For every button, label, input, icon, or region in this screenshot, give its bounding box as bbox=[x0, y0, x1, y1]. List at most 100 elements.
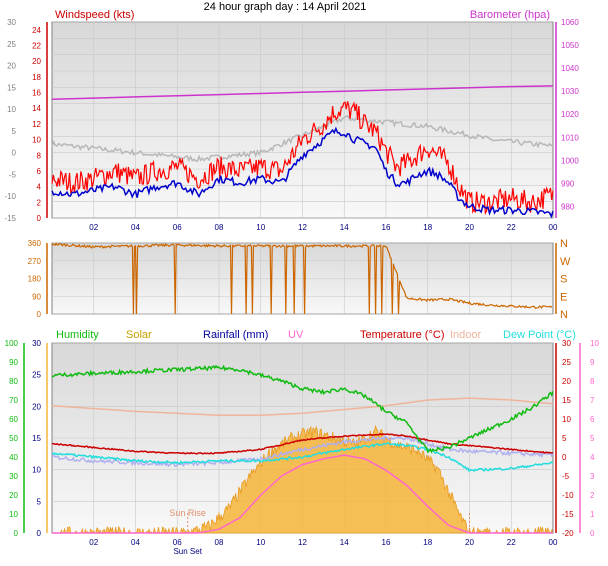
wind-outer-y-tick: 0 bbox=[12, 149, 17, 158]
climate-x-tick: 12 bbox=[298, 538, 307, 547]
uv-y-tick: 4 bbox=[590, 453, 595, 462]
direction-y-tick: 180 bbox=[28, 275, 42, 284]
baro-y-tick: 1040 bbox=[561, 64, 579, 73]
solar-y-tick: 30 bbox=[32, 339, 41, 348]
baro-y-tick: 1050 bbox=[561, 41, 579, 50]
direction-y-tick: 90 bbox=[32, 292, 41, 301]
indoor-line bbox=[51, 397, 554, 416]
humidity-y-tick: 50 bbox=[9, 434, 18, 443]
uv-y-tick: 0 bbox=[590, 529, 595, 538]
wind-y-tick: 6 bbox=[37, 167, 42, 176]
wind-y-tick: 20 bbox=[32, 57, 41, 66]
temperature-y-tick: -10 bbox=[562, 491, 574, 500]
wind-x-tick: 20 bbox=[465, 223, 474, 232]
wind-outer-y-tick: 10 bbox=[7, 105, 16, 114]
wind-y-tick: 2 bbox=[37, 198, 42, 207]
sunrise-label: Sun Rise bbox=[169, 508, 206, 518]
temperature-y-tick: 20 bbox=[562, 377, 571, 386]
temperature-y-tick: 15 bbox=[562, 396, 571, 405]
windgust-line bbox=[51, 101, 554, 216]
legend-entry: Humidity bbox=[56, 329, 99, 341]
chart-title: 24 hour graph day : 14 April 2021 bbox=[204, 1, 367, 13]
wind-x-tick: 04 bbox=[131, 223, 140, 232]
humidity-line bbox=[51, 364, 554, 454]
wind-x-tick: 18 bbox=[423, 223, 432, 232]
wind-y-tick: 0 bbox=[37, 214, 42, 223]
uv-y-tick: 5 bbox=[590, 434, 595, 443]
wind-outer-y-tick: 20 bbox=[7, 62, 16, 71]
legend-entry: Rainfall (mm) bbox=[203, 329, 268, 341]
baro-y-tick: 1030 bbox=[561, 87, 579, 96]
wind-x-tick: 14 bbox=[340, 223, 349, 232]
wind-y-tick: 24 bbox=[32, 26, 41, 35]
wind-y-tick: 22 bbox=[32, 42, 41, 51]
lavender-series-line bbox=[51, 434, 554, 468]
wind-outer-y-tick: -10 bbox=[4, 192, 16, 201]
uv-y-tick: 8 bbox=[590, 377, 595, 386]
solar-y-tick: 5 bbox=[37, 497, 42, 506]
humidity-y-tick: 40 bbox=[9, 453, 18, 462]
wind-y-tick: 8 bbox=[37, 151, 42, 160]
humidity-y-tick: 90 bbox=[9, 358, 18, 367]
sunset-label: Sun Set bbox=[173, 547, 202, 556]
climate-x-tick: 02 bbox=[89, 538, 98, 547]
humidity-y-tick: 30 bbox=[9, 472, 18, 481]
compass-tick: W bbox=[560, 256, 571, 268]
climate-x-tick: 14 bbox=[340, 538, 349, 547]
temperature-y-tick: -20 bbox=[562, 529, 574, 538]
climate-x-tick: 22 bbox=[507, 538, 516, 547]
wind-x-tick: 22 bbox=[507, 223, 516, 232]
baro-y-tick: 1010 bbox=[561, 133, 579, 142]
climate-x-tick: 16 bbox=[382, 538, 391, 547]
solar-y-tick: 25 bbox=[32, 371, 41, 380]
barometer-line bbox=[51, 85, 554, 100]
climate-x-tick: 10 bbox=[256, 538, 265, 547]
climate-x-tick: 04 bbox=[131, 538, 140, 547]
temperature-y-tick: 30 bbox=[562, 339, 571, 348]
compass-tick: E bbox=[560, 291, 567, 303]
wind-x-tick: 12 bbox=[298, 223, 307, 232]
temperature-y-tick: 10 bbox=[562, 415, 571, 424]
direction-y-tick: 270 bbox=[28, 257, 42, 266]
wind-outer-y-tick: 5 bbox=[12, 127, 17, 136]
humidity-y-tick: 0 bbox=[14, 529, 19, 538]
wind-y-tick: 18 bbox=[32, 73, 41, 82]
wind-y-tick: 16 bbox=[32, 89, 41, 98]
legend-entry: Temperature (°C) bbox=[360, 329, 444, 341]
solar-y-tick: 15 bbox=[32, 434, 41, 443]
humidity-y-tick: 100 bbox=[5, 339, 19, 348]
humidity-y-tick: 10 bbox=[9, 510, 18, 519]
direction-y-tick: 360 bbox=[28, 239, 42, 248]
wind-x-tick: 00 bbox=[549, 223, 558, 232]
uv-y-tick: 3 bbox=[590, 472, 595, 481]
temperature-y-tick: 5 bbox=[562, 434, 567, 443]
uv-line bbox=[52, 454, 553, 534]
wind-x-tick: 06 bbox=[173, 223, 182, 232]
baro-y-tick: 990 bbox=[561, 179, 575, 188]
legend-entry: Solar bbox=[126, 329, 152, 341]
solar-y-tick: 10 bbox=[32, 466, 41, 475]
avg-windspeed-line bbox=[51, 126, 554, 219]
uv-y-tick: 7 bbox=[590, 396, 595, 405]
compass-tick: N bbox=[560, 309, 568, 321]
compass-tick: S bbox=[560, 274, 567, 286]
humidity-y-tick: 80 bbox=[9, 377, 18, 386]
uv-y-tick: 1 bbox=[590, 510, 595, 519]
wind-outer-y-tick: 30 bbox=[7, 18, 16, 27]
barometer-axis-label: Barometer (hpa) bbox=[470, 9, 550, 21]
uv-y-tick: 9 bbox=[590, 358, 595, 367]
temperature-y-tick: -15 bbox=[562, 510, 574, 519]
legend-entry: Dew Point (°C) bbox=[503, 329, 576, 341]
baro-y-tick: 1000 bbox=[561, 156, 579, 165]
compass-tick: N bbox=[560, 238, 568, 250]
wind-outer-y-tick: 15 bbox=[7, 83, 16, 92]
wind-y-tick: 4 bbox=[37, 183, 42, 192]
uv-y-tick: 10 bbox=[590, 339, 599, 348]
climate-x-tick: 06 bbox=[173, 538, 182, 547]
wind-x-tick: 10 bbox=[256, 223, 265, 232]
direction-y-tick: 0 bbox=[37, 310, 42, 319]
humidity-y-tick: 70 bbox=[9, 396, 18, 405]
temperature-y-tick: 0 bbox=[562, 453, 567, 462]
